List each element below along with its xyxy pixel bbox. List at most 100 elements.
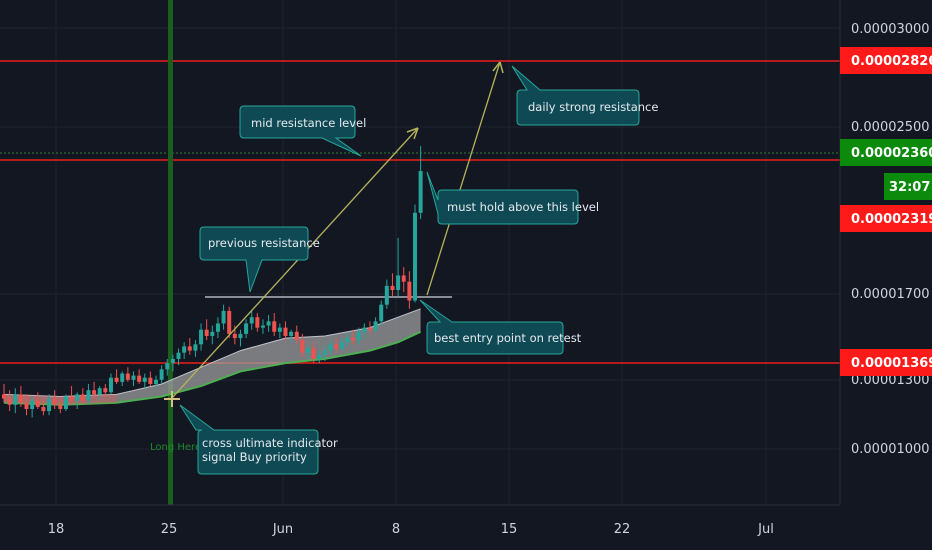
candle-body[interactable] [193,344,198,351]
candle-body[interactable] [142,377,147,382]
time-axis[interactable]: 18 25 Jun 8 15 22 Jul [0,504,932,550]
candle-body[interactable] [41,406,46,412]
candle-body[interactable] [244,323,249,334]
candle-body[interactable] [170,358,175,364]
candle-body[interactable] [2,394,6,399]
candle-body[interactable] [176,352,181,359]
candle-body[interactable] [35,400,40,407]
candle-body[interactable] [390,285,395,291]
candle-body[interactable] [58,404,63,410]
candle-body[interactable] [272,321,277,332]
candle-body[interactable] [266,321,271,326]
candle-body[interactable] [182,346,187,353]
candle-body[interactable] [356,331,361,341]
candle-body[interactable] [328,344,333,351]
candle-body[interactable] [69,396,74,401]
price-axis[interactable]: 0.00003000 0.00002500 0.00001700 0.00001… [839,0,932,550]
candle-body[interactable] [63,396,68,410]
candle-body[interactable] [86,390,91,401]
callout-daily-resistance[interactable]: daily strong resistance [511,65,658,126]
candle-body[interactable] [92,390,97,395]
callout-best-entry[interactable]: best entry point on retest [419,299,582,355]
candle-body[interactable] [255,317,260,328]
candle-body[interactable] [120,373,125,382]
candle-body[interactable] [30,400,35,410]
candle-body[interactable] [232,333,237,339]
arrowhead-mid [406,127,419,140]
candle-body[interactable] [260,325,265,328]
candle-body[interactable] [114,377,119,382]
candle-body[interactable] [215,323,220,332]
callout-must-hold-text: must hold above this level [447,200,599,214]
candle-body[interactable] [339,342,344,349]
candle-body[interactable] [108,377,113,393]
callout-cross-indicator[interactable]: cross ultimate indicator signal Buy prio… [179,404,338,475]
candle-body[interactable] [351,338,356,341]
arrowhead-daily [492,61,504,74]
x-tick-label: 25 [161,522,178,537]
candle-body[interactable] [373,321,378,330]
candle-body[interactable] [306,348,311,353]
candle-body[interactable] [249,317,254,324]
candle-body[interactable] [345,338,350,343]
candle-body[interactable] [412,212,417,301]
callout-must-hold[interactable]: must hold above this level [426,171,599,225]
price-tag-daily-resistance [840,47,932,74]
candle-body[interactable] [47,398,52,412]
candle-body[interactable] [362,327,367,332]
candle-body[interactable] [283,327,288,336]
vertical-marker-line[interactable] [168,0,173,505]
candle-body[interactable] [52,398,57,405]
candlestick-series[interactable] [2,146,423,418]
callout-mid-resistance[interactable]: mid resistance level [239,105,366,157]
candle-body[interactable] [125,373,130,380]
candle-body[interactable] [75,394,80,401]
candle-body[interactable] [80,394,85,401]
candle-body[interactable] [154,379,159,384]
candle-body[interactable] [204,329,209,336]
y-tick-label: 0.00002500 [851,120,930,135]
candle-body[interactable] [367,327,372,330]
candle-body[interactable] [137,375,142,382]
candle-body[interactable] [238,333,243,339]
candle-body[interactable] [148,377,153,384]
candle-body[interactable] [221,310,226,324]
arrow-to-daily-resistance [426,61,501,296]
candle-body[interactable] [300,340,305,353]
callout-cross-text-line2: signal Buy priority [202,450,307,464]
candle-body[interactable] [334,344,339,349]
candle-body[interactable] [277,327,282,332]
candle-body[interactable] [227,310,232,334]
candle-body[interactable] [289,331,294,336]
candle-body[interactable] [384,285,389,305]
candle-body[interactable] [165,363,170,370]
candle-body[interactable] [396,275,401,291]
candle-body[interactable] [159,369,164,380]
candle-body[interactable] [24,402,29,410]
candle-body[interactable] [311,348,316,359]
callout-cross-text-line1: cross ultimate indicator [202,436,338,450]
candle-body[interactable] [418,171,423,213]
candle-body[interactable] [379,304,384,322]
candle-body[interactable] [317,354,322,359]
candle-body[interactable] [7,398,12,405]
candle-body[interactable] [97,388,102,395]
candle-body[interactable] [18,394,23,403]
candle-body[interactable] [401,275,406,282]
candle-body[interactable] [199,329,204,345]
candle-body[interactable] [103,388,108,393]
y-tick-label: 0.00001300 [851,373,930,388]
countdown-tag [884,173,932,200]
candle-body[interactable] [187,346,192,351]
ema-upper-line [3,308,421,398]
callout-previous-resistance[interactable]: previous resistance [199,226,320,293]
candle-body[interactable] [407,281,412,301]
resistance-lines[interactable] [0,60,840,364]
candle-body[interactable] [294,331,299,341]
candle-body[interactable] [210,331,215,336]
candle-body[interactable] [322,350,327,355]
candle-body[interactable] [13,394,18,405]
candle-body[interactable] [131,375,136,380]
